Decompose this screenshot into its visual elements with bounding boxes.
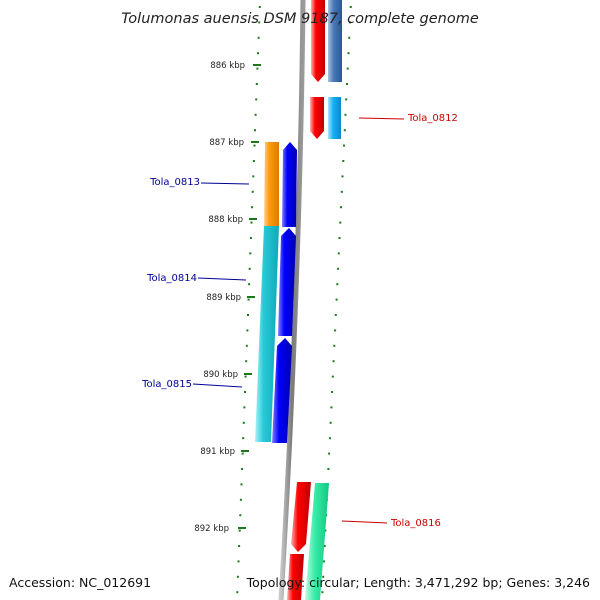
kbp-tick-label: 888 kbp: [208, 215, 243, 225]
kbp-tick-887: 887 kbp: [209, 138, 259, 148]
kbp-tick-888: 888 kbp: [208, 215, 257, 225]
minor-tick-track-left: [236, 6, 261, 594]
map-title: Tolumonas auensis DSM 9187, complete gen…: [121, 11, 479, 27]
gene-label-tola-0813[interactable]: Tola_0813: [149, 177, 250, 188]
cds-forward-arrow-4: [287, 554, 304, 600]
feature-orange: [264, 142, 279, 226]
cds-forward-arrow-1: [311, 0, 325, 82]
reverse-feature-block: [255, 142, 297, 443]
kbp-ruler: 886 kbp 887 kbp 888 kbp 889 kbp 890 kbp …: [194, 61, 261, 534]
gene-label-tola-0812[interactable]: Tola_0812: [358, 113, 458, 124]
genome-backbone: [278, 0, 306, 600]
kbp-tick-889: 889 kbp: [206, 293, 255, 303]
gene-label-tola-0816[interactable]: Tola_0816: [341, 518, 441, 529]
kbp-tick-label: 889 kbp: [206, 293, 241, 303]
forward-feature-block-bottom: [287, 482, 329, 600]
accession-text: Accession: NC_012691: [9, 575, 151, 590]
kbp-tick-886: 886 kbp: [210, 61, 261, 71]
gene-label-tola-0815[interactable]: Tola_0815: [141, 379, 243, 390]
feature-steelblue-top: [328, 0, 342, 82]
genome-summary-text: Topology: circular; Length: 3,471,292 bp…: [246, 575, 590, 590]
gene-label-text[interactable]: Tola_0815: [141, 379, 192, 390]
kbp-tick-label: 887 kbp: [209, 138, 244, 148]
gene-label-text[interactable]: Tola_0816: [390, 518, 441, 529]
cds-reverse-arrow-1: [282, 142, 297, 227]
kbp-tick-label: 891 kbp: [200, 447, 235, 457]
cds-reverse-arrow-2: [278, 228, 296, 336]
kbp-tick-891: 891 kbp: [200, 447, 249, 457]
kbp-tick-label: 886 kbp: [210, 61, 245, 71]
kbp-tick-890: 890 kbp: [203, 370, 252, 380]
kbp-tick-892: 892 kbp: [194, 524, 246, 534]
gene-label-text[interactable]: Tola_0814: [146, 273, 197, 284]
kbp-tick-label: 892 kbp: [194, 524, 229, 534]
gene-label-tola-0814[interactable]: Tola_0814: [146, 273, 247, 284]
gene-label-text[interactable]: Tola_0812: [407, 113, 458, 124]
feature-mint: [305, 483, 329, 600]
feature-cyan: [255, 226, 279, 442]
kbp-tick-label: 890 kbp: [203, 370, 238, 380]
forward-feature-block-top: [310, 0, 342, 139]
cds-forward-arrow-3: [291, 482, 311, 552]
cds-reverse-arrow-3: [272, 338, 292, 443]
cds-forward-arrow-2: [310, 97, 324, 139]
feature-skyblue: [328, 97, 341, 139]
gene-label-text[interactable]: Tola_0813: [149, 177, 200, 188]
